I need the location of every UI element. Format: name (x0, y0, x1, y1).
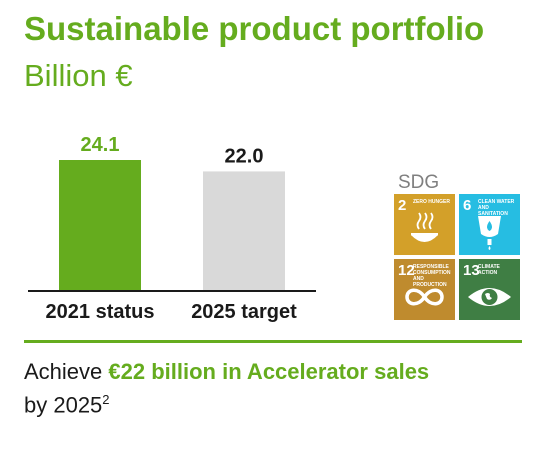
sdg-tile-2: 2 Zero hunger (394, 194, 455, 255)
bar-chart: 24.1 2021 status 22.0 2025 target (28, 134, 316, 323)
sdg-number: 6 (463, 197, 472, 214)
divider (24, 340, 522, 343)
infinity-icon (405, 288, 444, 306)
sdg-text: Zero hunger (413, 199, 450, 205)
sdg-text: Clean water and sanitation (478, 199, 515, 217)
sdg-text: Climate action (478, 264, 500, 276)
category-label-2: 2025 target (191, 301, 297, 323)
category-label-1: 2021 status (46, 301, 155, 323)
sdg-label: SDG (398, 172, 440, 193)
sdg-tile-13: 13 Climate action (459, 259, 520, 320)
value-label-2: 22.0 (225, 145, 264, 167)
sdg-tile-12: 12 Responsible consumption and productio… (394, 259, 455, 320)
eye-globe-icon (468, 288, 511, 306)
water-drop-icon (478, 216, 501, 250)
footnote-marker: 2 (102, 392, 110, 407)
footer-highlight: €22 billion in Accelerator sales (108, 359, 430, 384)
sdg-tile-6: 6 Clean water and sanitation (459, 194, 520, 255)
bar-2 (203, 171, 285, 291)
unit-label: Billion € (24, 58, 133, 93)
sdg-text: Responsible consumption and production (413, 264, 451, 288)
sdg-number: 13 (463, 262, 480, 279)
bar-1 (59, 160, 141, 291)
bowl-icon (411, 212, 438, 242)
footer-suffix: by 2025 (24, 392, 103, 418)
sdg-number: 12 (398, 262, 415, 279)
page-title: Sustainable product portfolio (24, 10, 485, 47)
value-label-1: 24.1 (81, 134, 120, 156)
footer-prefix: Achieve (24, 359, 109, 384)
sdg-number: 2 (398, 197, 407, 214)
footer-statement: Achieve €22 billion in Accelerator sales… (24, 358, 429, 419)
